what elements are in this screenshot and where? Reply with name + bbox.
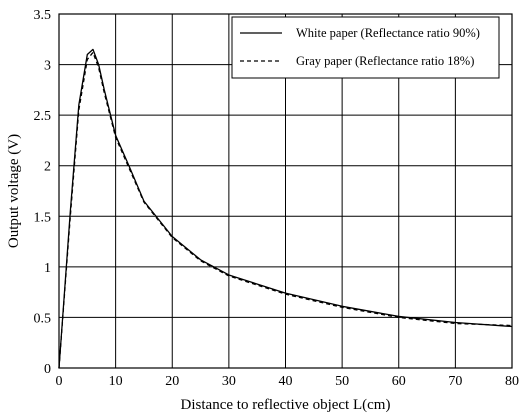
x-tick-label-5: 50 bbox=[335, 374, 349, 389]
x-tick-label-7: 70 bbox=[448, 374, 462, 389]
x-axis-label: Distance to reflective object L(cm) bbox=[181, 397, 391, 413]
y-axis-tick-labels: 0 0.5 1 1.5 2 2.5 3 3.5 bbox=[34, 8, 52, 377]
y-tick-label-5: 2.5 bbox=[34, 109, 52, 124]
x-tick-label-4: 40 bbox=[279, 374, 293, 389]
y-tick-label-7: 3.5 bbox=[34, 8, 52, 23]
legend-label-1: White paper (Reflectance ratio 90%) bbox=[296, 26, 480, 40]
x-tick-label-1: 10 bbox=[109, 374, 123, 389]
y-tick-label-6: 3 bbox=[44, 59, 51, 74]
y-tick-label-4: 2 bbox=[44, 160, 51, 175]
y-tick-label-1: 0.5 bbox=[34, 311, 52, 326]
legend-box bbox=[231, 16, 500, 79]
plot-area-border bbox=[58, 13, 513, 369]
series-line-2 bbox=[58, 51, 513, 369]
legend: White paper (Reflectance ratio 90%) Gray … bbox=[231, 16, 500, 79]
x-tick-label-2: 20 bbox=[165, 374, 179, 389]
x-tick-label-8: 80 bbox=[505, 374, 519, 389]
x-axis-tick-labels: 0 10 20 30 40 50 60 70 80 bbox=[56, 374, 520, 389]
y-tick-label-3: 1.5 bbox=[34, 210, 52, 225]
y-tick-label-2: 1 bbox=[44, 261, 51, 276]
x-tick-label-6: 60 bbox=[392, 374, 406, 389]
y-axis-label: Output voltage (V) bbox=[6, 134, 22, 248]
x-tick-label-3: 30 bbox=[222, 374, 236, 389]
data-series bbox=[58, 48, 513, 369]
legend-label-2: Gray paper (Reflectance ratio 18%) bbox=[296, 54, 474, 68]
y-tick-label-0: 0 bbox=[44, 362, 51, 377]
x-tick-label-0: 0 bbox=[56, 374, 63, 389]
